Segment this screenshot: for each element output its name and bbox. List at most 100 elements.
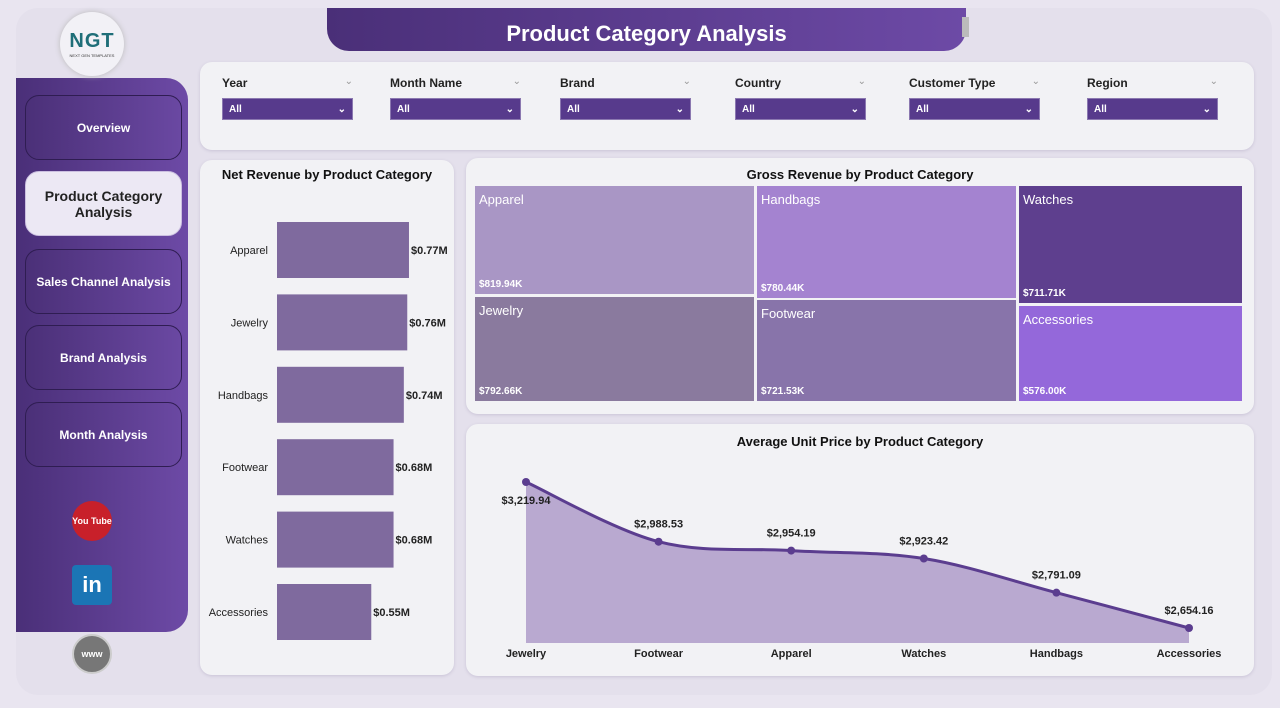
chevron-down-icon: ⌄	[675, 103, 684, 115]
chevron-down-icon[interactable]: ⌄	[344, 76, 353, 87]
filter-dropdown[interactable]: All ⌄	[909, 98, 1040, 120]
filter-dropdown[interactable]: All ⌄	[560, 98, 691, 120]
data-point[interactable]	[1185, 623, 1193, 632]
treemap-tile-label: Apparel	[479, 192, 524, 207]
bar[interactable]	[277, 222, 409, 278]
filter-dropdown[interactable]: All ⌄	[222, 98, 353, 120]
sidebar-item-brand-analysis[interactable]: Brand Analysis	[25, 325, 182, 390]
filter-label-text: Region	[1087, 76, 1128, 90]
bar[interactable]	[277, 294, 408, 351]
bar-value-label: $0.77M	[411, 245, 448, 257]
filter-value: All	[229, 103, 242, 115]
bar-value-label: $0.68M	[396, 462, 433, 474]
filter-customer-type: Customer Type ⌄ All ⌄	[909, 76, 1040, 120]
filter-dropdown[interactable]: All ⌄	[735, 98, 866, 120]
area-fill	[526, 482, 1189, 643]
filter-label: Year ⌄	[222, 76, 353, 90]
chart-title: Net Revenue by Product Category	[221, 167, 433, 182]
data-point[interactable]	[522, 478, 530, 486]
sidebar-item-overview[interactable]: Overview	[25, 95, 182, 160]
filter-year: Year ⌄ All ⌄	[222, 76, 353, 120]
data-label: $2,791.09	[1032, 570, 1081, 582]
filter-value: All	[397, 103, 410, 115]
chevron-down-icon[interactable]: ⌄	[857, 76, 866, 87]
net-revenue-panel: Net Revenue by Product Category Apparel $…	[200, 160, 454, 675]
treemap-tile-jewelry[interactable]: Jewelry $792.66K	[475, 297, 754, 401]
chevron-down-icon[interactable]: ⌄	[512, 76, 521, 87]
x-tick-label: Footwear	[634, 648, 684, 660]
page-title: Product Category Analysis	[327, 8, 966, 51]
bar[interactable]	[277, 584, 372, 640]
net-revenue-bar-chart: Apparel $0.77M Jewelry $0.76M Handbags $0.74M…	[209, 222, 448, 640]
data-point[interactable]	[1052, 588, 1061, 597]
linkedin-icon[interactable]: in	[72, 565, 112, 605]
bar-category-label: Accessories	[209, 607, 269, 619]
filter-region: Region ⌄ All ⌄	[1087, 76, 1218, 120]
sidebar-item-sales-channel-analysis[interactable]: Sales Channel Analysis	[25, 249, 182, 314]
treemap-tile-value: $576.00K	[1023, 386, 1067, 397]
filter-value: All	[916, 103, 929, 115]
data-point[interactable]	[919, 554, 928, 563]
youtube-label: You Tube	[72, 516, 112, 526]
filter-label-text: Month Name	[390, 76, 462, 90]
bar-category-label: Jewelry	[231, 317, 269, 329]
filter-label: Country ⌄	[735, 76, 866, 90]
treemap-tile-label: Handbags	[761, 192, 821, 207]
data-point[interactable]	[654, 537, 663, 546]
filter-brand: Brand ⌄ All ⌄	[560, 76, 691, 120]
bar-category-label: Footwear	[222, 462, 268, 474]
filter-label: Region ⌄	[1087, 76, 1218, 90]
treemap-tile-accessories[interactable]: Accessories $576.00K	[1019, 306, 1242, 401]
treemap-tile-handbags[interactable]: Handbags $780.44K	[757, 186, 1016, 298]
sidebar-item-month-analysis[interactable]: Month Analysis	[25, 402, 182, 467]
youtube-icon[interactable]: You Tube	[72, 501, 112, 541]
avg-price-panel: Average Unit Price by Product Category $…	[466, 424, 1254, 676]
x-tick-label: Handbags	[1030, 648, 1083, 660]
treemap-tile-value: $780.44K	[761, 283, 805, 294]
filter-label: Customer Type ⌄	[909, 76, 1040, 90]
chart-title: Gross Revenue by Product Category	[746, 167, 974, 182]
filter-dropdown[interactable]: All ⌄	[1087, 98, 1218, 120]
filter-country: Country ⌄ All ⌄	[735, 76, 866, 120]
logo-text: NGT	[69, 30, 115, 52]
gross-revenue-panel: Gross Revenue by Product Category Appare…	[466, 158, 1254, 414]
x-tick-label: Jewelry	[506, 648, 547, 660]
treemap-tile-watches[interactable]: Watches $711.71K	[1019, 186, 1242, 303]
bar-category-label: Handbags	[218, 390, 269, 402]
treemap-tile-label: Footwear	[761, 306, 816, 321]
bar[interactable]	[277, 511, 394, 568]
bar[interactable]	[277, 439, 394, 496]
chart-title: Average Unit Price by Product Category	[736, 434, 984, 449]
filter-label-text: Country	[735, 76, 781, 90]
globe-icon[interactable]: www	[72, 634, 112, 674]
data-label: $2,954.19	[767, 528, 816, 540]
x-tick-label: Accessories	[1157, 648, 1222, 660]
chevron-down-icon: ⌄	[1024, 103, 1033, 115]
globe-label: www	[81, 649, 103, 659]
treemap-tile-label: Accessories	[1023, 312, 1094, 327]
chevron-down-icon[interactable]: ⌄	[1209, 76, 1218, 87]
filter-dropdown[interactable]: All ⌄	[390, 98, 521, 120]
treemap-tile-value: $819.94K	[479, 279, 523, 290]
data-point[interactable]	[787, 546, 796, 555]
filter-panel: Year ⌄ All ⌄ Month Name ⌄ All ⌄ Brand ⌄ All ⌄ Countr…	[200, 62, 1254, 150]
x-tick-label: Apparel	[771, 648, 812, 660]
sidebar-item-product-category-analysis[interactable]: Product Category Analysis	[25, 171, 182, 236]
chevron-down-icon: ⌄	[505, 103, 514, 115]
bar-category-label: Apparel	[230, 245, 268, 257]
area-line	[525, 480, 1190, 630]
bar-category-label: Watches	[226, 535, 269, 547]
treemap-tile-footwear[interactable]: Footwear $721.53K	[757, 300, 1016, 401]
filter-label: Month Name ⌄	[390, 76, 521, 90]
chevron-down-icon[interactable]: ⌄	[1031, 76, 1040, 87]
treemap-tile-apparel[interactable]: Apparel $819.94K	[475, 186, 754, 294]
treemap-tile-value: $711.71K	[1023, 288, 1066, 299]
avg-price-area-chart: $3,219.94 Jewelry $2,988.53 Footwear $2,954.…	[502, 478, 1222, 660]
scroll-handle[interactable]	[962, 17, 969, 37]
bar[interactable]	[277, 366, 404, 423]
filter-value: All	[742, 103, 755, 115]
chevron-down-icon[interactable]: ⌄	[682, 76, 691, 87]
filter-value: All	[567, 103, 580, 115]
x-tick-label: Watches	[901, 648, 946, 660]
chevron-down-icon: ⌄	[337, 103, 346, 115]
